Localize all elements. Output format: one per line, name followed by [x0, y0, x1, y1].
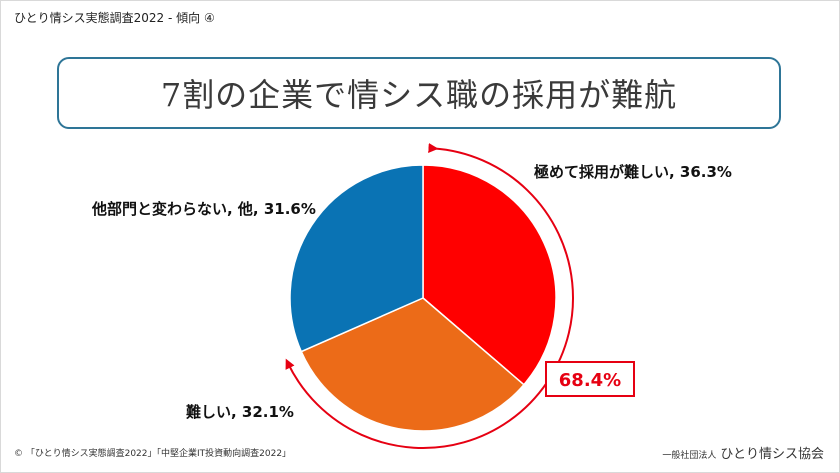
org-prefix: 一般社団法人 — [662, 451, 717, 461]
pie-slices — [289, 164, 557, 432]
slide-header: ひとり情シス実態調査2022 - 傾向 ④ — [14, 11, 215, 25]
slice-label-difficult: 難しい, 32.1% — [186, 403, 294, 421]
pie-slice-extremely-difficult — [422, 164, 557, 386]
callout-value: 68.4% — [559, 370, 621, 391]
title-box: 7割の企業で情シス職の採用が難航 — [57, 57, 781, 129]
source-note: © 「ひとり情シス実態調査2022」「中堅企業IT投資動向調査2022」 — [14, 449, 292, 459]
org-name: ひとり情シス協会 — [720, 447, 824, 462]
callout-box — [545, 361, 635, 397]
slice-label-extremely-difficult: 極めて採用が難しい, 36.3% — [533, 163, 732, 181]
slide-title: 7割の企業で情シス職の採用が難航 — [160, 76, 678, 114]
organization-credit: 一般社団法人 ひとり情シス協会 — [662, 443, 824, 462]
slice-label-same-as-others: 他部門と変わらない, 他, 31.6% — [91, 200, 316, 218]
